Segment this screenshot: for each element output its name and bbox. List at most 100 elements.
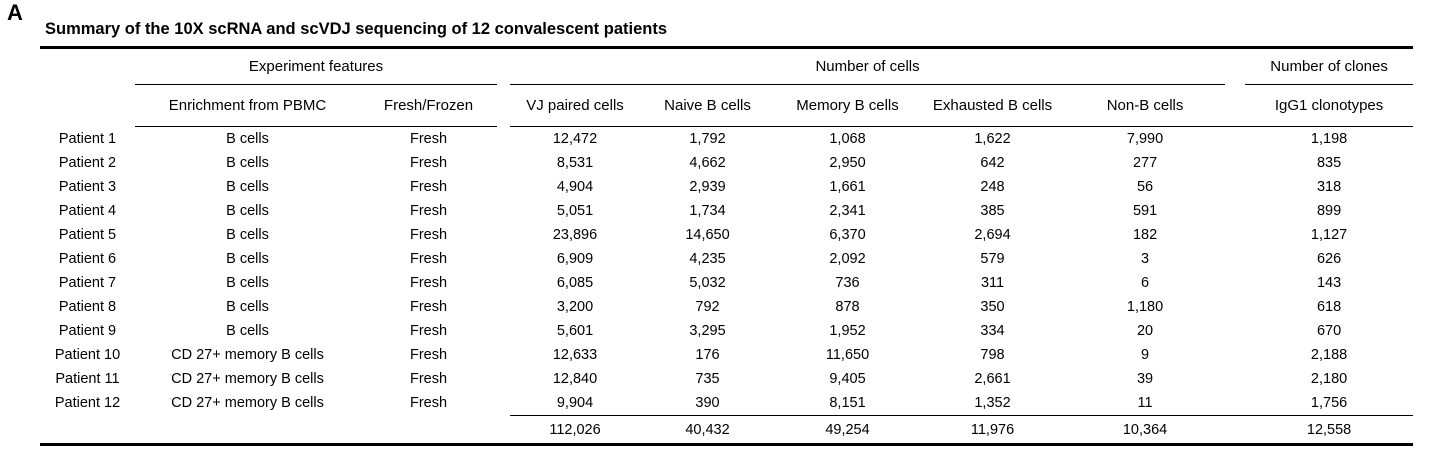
non-b-cells-cell: 20 <box>1136 323 1154 339</box>
patient-cell: Patient 3 <box>58 179 117 195</box>
patient-cell: Patient 9 <box>58 323 117 339</box>
group-header-number-of-clones: Number of clones <box>1245 47 1414 85</box>
table-row: Patient 11 CD 27+ memory B cells Fresh 12,8… <box>40 367 1413 391</box>
enrichment-cell: B cells <box>226 155 269 171</box>
column-spacer <box>1225 247 1245 271</box>
patient-cell: Patient 7 <box>58 275 117 291</box>
memory-b-cells-cell: 736 <box>835 275 860 291</box>
patient-cell: Patient 1 <box>58 130 117 147</box>
column-header-exhausted-b-cells: Exhausted B cells <box>920 84 1066 127</box>
column-spacer <box>1225 151 1245 175</box>
igg1-clonotypes-cell: 835 <box>1316 155 1342 171</box>
non-b-cells-cell: 3 <box>1141 251 1150 267</box>
table-row: Patient 4 B cells Fresh 5,051 1,734 2,341 385 5… <box>40 199 1413 223</box>
column-spacer <box>1225 343 1245 367</box>
non-b-cells-cell: 182 <box>1132 227 1158 243</box>
fresh-frozen-cell: Fresh <box>409 275 448 291</box>
igg1-clonotypes-cell: 1,127 <box>1310 227 1348 243</box>
column-header-igg1-clonotypes: IgG1 clonotypes <box>1245 84 1414 127</box>
table-row: Patient 7 B cells Fresh 6,085 5,032 736 311 6 14… <box>40 271 1413 295</box>
column-spacer <box>1225 271 1245 295</box>
naive-b-cells-cell: 2,939 <box>689 179 726 195</box>
table-title: Summary of the 10X scRNA and scVDJ seque… <box>45 20 668 38</box>
vj-paired-cells-cell: 6,085 <box>556 275 594 291</box>
patient-cell: Patient 6 <box>58 251 117 267</box>
vj-paired-cells-cell: 4,904 <box>556 179 594 195</box>
totals-blank <box>40 416 135 445</box>
exhausted-b-cells-cell: 248 <box>980 179 1005 195</box>
memory-b-cells-cell: 6,370 <box>829 227 866 243</box>
memory-b-cells-cell: 2,950 <box>829 155 866 171</box>
column-spacer <box>1225 175 1245 199</box>
vj-paired-cells-cell: 3,200 <box>556 299 594 315</box>
naive-b-cells-cell: 735 <box>695 371 720 387</box>
igg1-clonotypes-cell: 899 <box>1316 203 1342 219</box>
summary-table: Experiment features Number of cells Numb… <box>40 46 1414 446</box>
non-b-cells-cell: 591 <box>1132 203 1158 219</box>
fresh-frozen-cell: Fresh <box>409 371 448 387</box>
exhausted-b-cells-cell: 642 <box>980 155 1005 171</box>
corner-blank <box>40 48 135 85</box>
exhausted-b-cells-cell: 2,661 <box>974 371 1011 387</box>
column-spacer <box>1225 319 1245 343</box>
column-spacer <box>497 151 510 175</box>
table-row: Patient 5 B cells Fresh 23,896 14,650 6,370 2,… <box>40 223 1413 247</box>
vj-paired-cells-cell: 12,840 <box>552 371 598 387</box>
fresh-frozen-cell: Fresh <box>409 155 448 171</box>
totals-row: 112,026 40,432 49,254 11,976 10,364 12,5… <box>40 415 1414 445</box>
column-spacer <box>497 319 510 343</box>
igg1-clonotypes-cell: 2,180 <box>1310 371 1348 387</box>
fresh-frozen-cell: Fresh <box>409 347 448 363</box>
column-spacer <box>497 48 510 85</box>
patient-cell: Patient 12 <box>54 395 121 412</box>
group-header-row: Experiment features Number of cells Numb… <box>40 47 1414 85</box>
table-row: Patient 8 B cells Fresh 3,200 792 878 350 1,180… <box>40 295 1413 319</box>
patient-cell: Patient 5 <box>58 227 117 243</box>
column-spacer <box>497 295 510 319</box>
column-header-enrichment-from-pbmc: Enrichment from PBMC <box>135 84 360 127</box>
column-spacer <box>497 247 510 271</box>
memory-b-cells-cell: 9,405 <box>829 371 866 387</box>
fresh-frozen-cell: Fresh <box>409 299 448 315</box>
total-exhausted-b-cells: 11,976 <box>920 415 1066 445</box>
enrichment-cell: B cells <box>226 323 269 339</box>
igg1-clonotypes-cell: 670 <box>1316 323 1342 339</box>
non-b-cells-cell: 1,180 <box>1126 299 1164 315</box>
igg1-clonotypes-cell: 143 <box>1316 275 1342 291</box>
non-b-cells-cell: 56 <box>1136 179 1154 195</box>
vj-paired-cells-cell: 8,531 <box>556 155 594 171</box>
column-header-row: Enrichment from PBMC Fresh/Frozen VJ pai… <box>40 84 1414 127</box>
fresh-frozen-cell: Fresh <box>409 179 448 195</box>
naive-b-cells-cell: 14,650 <box>685 227 730 243</box>
total-igg1-clonotypes: 12,558 <box>1245 415 1414 445</box>
total-non-b-cells: 10,364 <box>1065 415 1226 445</box>
column-spacer <box>497 367 510 391</box>
column-spacer <box>497 416 510 445</box>
exhausted-b-cells-cell: 350 <box>980 299 1005 315</box>
column-spacer <box>497 271 510 295</box>
column-spacer <box>1225 415 1246 445</box>
exhausted-b-cells-cell: 1,622 <box>974 131 1011 147</box>
table-body: Patient 1 B cells Fresh 12,472 1,792 1,068 1,6… <box>40 127 1413 416</box>
group-header-experiment-features: Experiment features <box>135 47 498 85</box>
igg1-clonotypes-cell: 1,756 <box>1310 395 1348 411</box>
fresh-frozen-cell: Fresh <box>409 203 448 219</box>
column-spacer <box>1225 127 1245 152</box>
column-spacer <box>1225 391 1245 416</box>
vj-paired-cells-cell: 5,601 <box>556 323 594 339</box>
column-spacer <box>1225 295 1245 319</box>
naive-b-cells-cell: 390 <box>695 395 720 411</box>
group-header-number-of-cells: Number of cells <box>510 47 1226 85</box>
column-spacer <box>497 199 510 223</box>
vj-paired-cells-cell: 12,472 <box>552 131 598 147</box>
memory-b-cells-cell: 8,151 <box>829 395 866 411</box>
vj-paired-cells-cell: 12,633 <box>552 347 598 363</box>
igg1-clonotypes-cell: 618 <box>1316 299 1342 315</box>
igg1-clonotypes-cell: 1,198 <box>1310 131 1348 147</box>
corner-blank <box>40 85 135 127</box>
memory-b-cells-cell: 878 <box>835 299 860 315</box>
table-row: Patient 1 B cells Fresh 12,472 1,792 1,068 1,6… <box>40 127 1413 152</box>
non-b-cells-cell: 11 <box>1137 395 1153 411</box>
column-header-naive-b-cells: Naive B cells <box>640 84 776 127</box>
naive-b-cells-cell: 1,792 <box>689 131 726 147</box>
